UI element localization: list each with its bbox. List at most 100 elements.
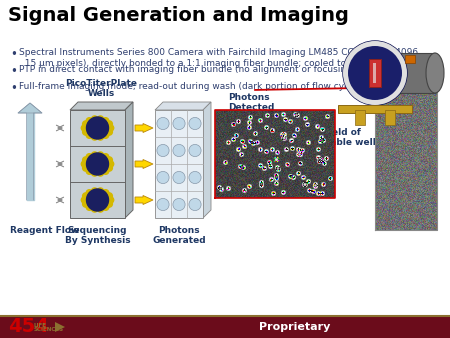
- Circle shape: [97, 206, 104, 212]
- Circle shape: [106, 201, 112, 207]
- Circle shape: [90, 122, 97, 128]
- Circle shape: [81, 197, 88, 203]
- Wedge shape: [343, 41, 407, 105]
- Circle shape: [95, 201, 101, 208]
- Polygon shape: [135, 160, 153, 169]
- Circle shape: [97, 152, 104, 158]
- Circle shape: [86, 123, 93, 129]
- Circle shape: [86, 189, 108, 211]
- Circle shape: [90, 193, 95, 199]
- Circle shape: [81, 125, 88, 131]
- Circle shape: [157, 144, 169, 156]
- Circle shape: [86, 117, 108, 139]
- Bar: [355, 110, 365, 125]
- Circle shape: [107, 125, 114, 131]
- Circle shape: [91, 152, 98, 158]
- Polygon shape: [55, 322, 65, 332]
- Circle shape: [89, 199, 95, 205]
- Text: PTP in direct contact with imaging fiber bundle (no alignment or focusing issues: PTP in direct contact with imaging fiber…: [19, 65, 438, 74]
- Circle shape: [97, 116, 104, 122]
- Circle shape: [91, 134, 98, 140]
- Circle shape: [88, 192, 94, 198]
- Polygon shape: [125, 102, 133, 218]
- Circle shape: [91, 116, 98, 122]
- Circle shape: [86, 168, 93, 174]
- Circle shape: [92, 119, 98, 124]
- Text: 454: 454: [8, 317, 49, 337]
- Text: Full-frame imaging mode; read-out during wash (dark portion of flow cycle): Full-frame imaging mode; read-out during…: [19, 82, 361, 91]
- Text: Sequencing
By Synthesis: Sequencing By Synthesis: [65, 226, 130, 245]
- Circle shape: [103, 122, 108, 128]
- Circle shape: [103, 190, 109, 196]
- Circle shape: [88, 196, 94, 202]
- Circle shape: [91, 170, 98, 176]
- Circle shape: [99, 163, 105, 169]
- Circle shape: [189, 144, 201, 156]
- Circle shape: [91, 166, 97, 171]
- Text: •: •: [10, 48, 17, 61]
- Circle shape: [103, 154, 109, 160]
- Circle shape: [83, 165, 89, 171]
- Text: Photons
Detected
by Camera: Photons Detected by Camera: [228, 93, 282, 123]
- Circle shape: [97, 188, 104, 194]
- Circle shape: [86, 195, 92, 201]
- Bar: [385, 110, 395, 125]
- Circle shape: [87, 165, 93, 171]
- Polygon shape: [70, 102, 133, 110]
- Circle shape: [173, 144, 185, 156]
- Circle shape: [83, 121, 89, 127]
- Circle shape: [94, 120, 99, 126]
- Circle shape: [86, 190, 93, 196]
- Bar: [338, 105, 412, 113]
- Circle shape: [173, 171, 185, 184]
- Circle shape: [81, 161, 88, 167]
- Bar: [369, 59, 381, 87]
- Circle shape: [90, 131, 97, 137]
- Text: Proprietary: Proprietary: [259, 322, 331, 332]
- Circle shape: [86, 132, 93, 138]
- Text: •: •: [10, 65, 17, 78]
- Polygon shape: [203, 102, 211, 218]
- Circle shape: [86, 153, 108, 175]
- Circle shape: [97, 156, 103, 162]
- Circle shape: [157, 117, 169, 129]
- Circle shape: [106, 165, 112, 171]
- Circle shape: [189, 117, 201, 129]
- Bar: [373, 63, 376, 83]
- Circle shape: [102, 126, 108, 132]
- Text: Photons
Generated: Photons Generated: [152, 226, 206, 245]
- Bar: [380, 53, 435, 93]
- Circle shape: [89, 125, 95, 131]
- Circle shape: [103, 132, 109, 138]
- Text: SCIENCES: SCIENCES: [34, 327, 64, 332]
- Circle shape: [106, 129, 112, 135]
- Polygon shape: [155, 102, 211, 110]
- Circle shape: [103, 168, 109, 174]
- Bar: [70, 110, 125, 218]
- Circle shape: [97, 170, 104, 176]
- Circle shape: [157, 171, 169, 184]
- Polygon shape: [18, 103, 42, 113]
- Circle shape: [83, 193, 89, 199]
- Text: PicoTiterPlate
Wells: PicoTiterPlate Wells: [66, 79, 138, 98]
- Circle shape: [96, 156, 102, 162]
- Circle shape: [157, 198, 169, 211]
- Circle shape: [95, 155, 101, 162]
- Bar: [0, 316, 450, 338]
- Circle shape: [173, 117, 185, 129]
- Circle shape: [86, 154, 93, 160]
- Circle shape: [86, 162, 92, 168]
- Circle shape: [91, 206, 98, 212]
- Circle shape: [106, 121, 112, 127]
- Bar: [405, 55, 415, 63]
- Circle shape: [103, 118, 109, 124]
- Circle shape: [343, 41, 407, 105]
- Text: LIFE: LIFE: [34, 323, 47, 328]
- Text: Reagent Flow: Reagent Flow: [10, 226, 79, 235]
- Circle shape: [83, 129, 89, 135]
- Circle shape: [86, 194, 92, 199]
- Circle shape: [103, 204, 109, 210]
- Polygon shape: [135, 123, 153, 132]
- Text: Signal Generation and Imaging: Signal Generation and Imaging: [8, 6, 349, 25]
- Text: •: •: [10, 82, 17, 95]
